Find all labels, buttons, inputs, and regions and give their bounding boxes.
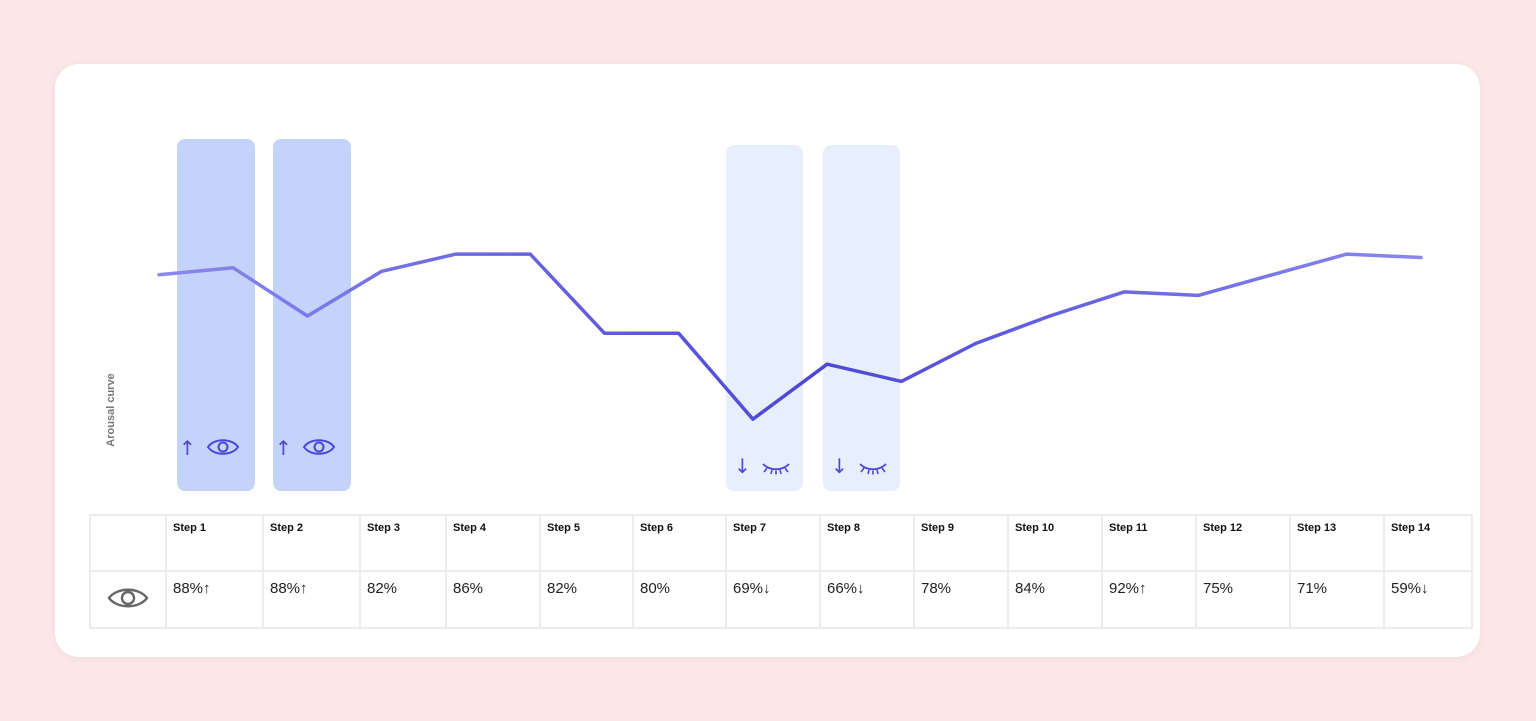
step-2-indicator: ↑ (275, 436, 336, 458)
step-header-5: Step 5 (539, 514, 634, 572)
step-header-2: Step 2 (262, 514, 361, 572)
step-header-9: Step 9 (913, 514, 1009, 572)
step-header-3: Step 3 (359, 514, 447, 572)
step-value-4: 86% (445, 570, 541, 629)
step-value-3: 82% (359, 570, 447, 629)
step-8-highlight (823, 145, 900, 491)
step-1-indicator: ↑ (179, 436, 240, 458)
eye-open-icon (302, 439, 335, 455)
step-header-4: Step 4 (445, 514, 541, 572)
step-value-14: 59%↓ (1383, 570, 1473, 629)
table-values-row: 88%↑ 88%↑ 82% 86% 82% 80% 69%↓ 66%↓ 78% 84% 92%↑ 75… (89, 570, 1473, 629)
step-value-6: 80% (632, 570, 727, 629)
step-header-8: Step 8 (819, 514, 915, 572)
step-header-11: Step 11 (1101, 514, 1197, 572)
row-label-cell (89, 570, 167, 629)
step-value-12: 75% (1195, 570, 1291, 629)
step-7-indicator: ↓ (734, 456, 791, 476)
eye-closed-icon (859, 463, 887, 475)
step-header-12: Step 12 (1195, 514, 1291, 572)
step-value-11: 92%↑ (1101, 570, 1197, 629)
step-header-1: Step 1 (165, 514, 264, 572)
chart-card: Arousal curve ↑ ↑ ↓ ↓ (55, 64, 1480, 657)
step-8-indicator: ↓ (831, 456, 888, 476)
arrow-down-icon: ↓ (831, 454, 848, 478)
arousal-series-line (157, 252, 1423, 421)
header-corner-cell (89, 514, 167, 572)
step-header-6: Step 6 (632, 514, 727, 572)
step-header-13: Step 13 (1289, 514, 1385, 572)
arousal-line-chart (157, 252, 1423, 421)
eye-open-icon (107, 588, 149, 607)
step-7-highlight (726, 145, 803, 491)
arrow-up-icon: ↑ (179, 436, 196, 460)
arrow-down-icon: ↓ (734, 454, 751, 478)
step-value-2: 88%↑ (262, 570, 361, 629)
step-1-highlight (177, 139, 255, 491)
eye-open-icon (206, 439, 239, 455)
steps-table: Step 1 Step 2 Step 3 Step 4 Step 5 Step 6 Step… (89, 514, 1473, 629)
step-value-10: 84% (1007, 570, 1103, 629)
step-value-5: 82% (539, 570, 634, 629)
step-header-7: Step 7 (725, 514, 821, 572)
step-value-8: 66%↓ (819, 570, 915, 629)
step-header-14: Step 14 (1383, 514, 1473, 572)
step-value-1: 88%↑ (165, 570, 264, 629)
step-value-7: 69%↓ (725, 570, 821, 629)
step-header-10: Step 10 (1007, 514, 1103, 572)
eye-closed-icon (762, 463, 790, 475)
arrow-up-icon: ↑ (275, 436, 292, 460)
step-value-9: 78% (913, 570, 1009, 629)
step-value-13: 71% (1289, 570, 1385, 629)
table-header-row: Step 1 Step 2 Step 3 Step 4 Step 5 Step 6 Step… (89, 514, 1473, 572)
